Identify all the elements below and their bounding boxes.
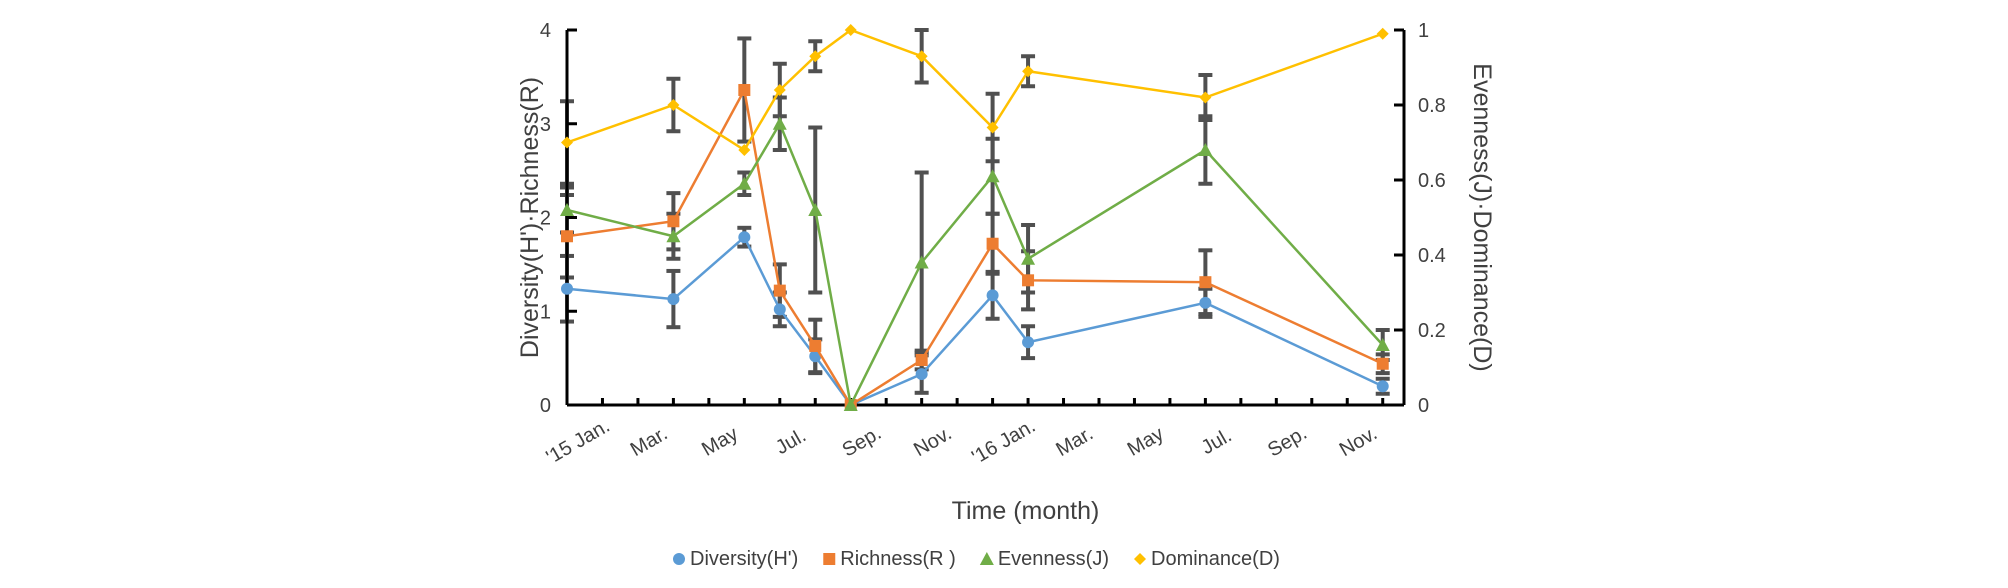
x-axis-tick-label: Jul. xyxy=(772,424,810,459)
left-axis-tick-label: 0 xyxy=(540,395,551,417)
data-point-richness-r xyxy=(915,354,928,366)
x-axis-tick-label: '16 Jan. xyxy=(968,415,1039,469)
data-point-richness-r xyxy=(809,339,822,352)
left-axis-title: Diversity(H')·Richness(R) xyxy=(516,77,544,358)
data-point-richness-r xyxy=(738,84,751,96)
series-line-evenness-j xyxy=(566,120,1384,409)
data-point-diversity-h xyxy=(561,282,573,295)
data-point-diversity-h xyxy=(1376,380,1389,393)
series-line-diversity-h xyxy=(566,235,1384,407)
data-point-richness-r xyxy=(1376,357,1389,370)
data-point-evenness-j xyxy=(560,203,574,216)
data-point-evenness-j xyxy=(666,229,681,243)
right-axis-tick-label: 0.8 xyxy=(1418,95,1446,117)
legend-marker-diversity-h xyxy=(673,553,685,565)
right-axis-title: Evenness(J)·Dominance(D) xyxy=(1468,63,1496,371)
data-point-dominance-d xyxy=(1022,65,1035,78)
data-point-richness-r xyxy=(667,215,680,228)
x-axis-tick-label: '15 Jan. xyxy=(543,415,614,469)
right-axis-tick-label: 0.2 xyxy=(1418,320,1446,342)
data-point-evenness-j xyxy=(1198,143,1213,156)
left-axis-tick-label: 2 xyxy=(540,208,551,230)
legend-item-richness-r: Richness(R ) xyxy=(823,548,956,570)
right-axis-tick-label: 1 xyxy=(1418,20,1429,42)
left-axis-tick-label: 1 xyxy=(540,301,551,323)
right-axis-tick-label: 0 xyxy=(1418,395,1429,417)
x-axis-tick-label: Jul. xyxy=(1198,424,1236,459)
series-layer xyxy=(560,24,1390,411)
data-point-richness-r xyxy=(561,230,573,243)
right-axis-tick-label: 0.4 xyxy=(1418,245,1446,267)
data-point-diversity-h xyxy=(773,303,786,316)
data-point-richness-r xyxy=(986,237,999,250)
legend-label-dominance-d: Dominance(D) xyxy=(1151,548,1280,570)
data-point-dominance-d xyxy=(986,121,999,134)
x-axis-tick-label: May xyxy=(1124,423,1168,461)
data-point-dominance-d xyxy=(773,84,786,96)
data-point-dominance-d xyxy=(809,50,822,63)
data-point-richness-r xyxy=(1199,276,1212,289)
data-point-evenness-j xyxy=(737,176,752,190)
x-axis-tick-label: Nov. xyxy=(910,422,955,461)
data-point-evenness-j xyxy=(843,398,858,411)
series-line-richness-r xyxy=(566,86,1384,407)
data-point-evenness-j xyxy=(914,255,929,269)
data-point-dominance-d xyxy=(738,144,751,156)
data-point-evenness-j xyxy=(1021,251,1036,265)
data-point-evenness-j xyxy=(808,203,823,216)
legend-item-diversity-h: Diversity(H') xyxy=(673,548,798,570)
data-point-diversity-h xyxy=(738,231,751,244)
data-point-evenness-j xyxy=(1375,338,1390,351)
labels-layer: 0 1 2 3 4 0 0.2 0.4 0.6 0.8 1 '15 Jan. Mar. May Jul. Se… xyxy=(516,20,1496,525)
x-axis-tick-label: Nov. xyxy=(1336,422,1381,461)
data-point-diversity-h xyxy=(1022,336,1035,349)
legend-label-diversity-h: Diversity(H') xyxy=(690,548,798,570)
legend-marker-dominance-d xyxy=(1134,553,1146,565)
series-line-dominance-d xyxy=(566,28,1384,152)
errorbar-layer xyxy=(560,28,1390,396)
legend-label-evenness-j: Evenness(J) xyxy=(998,548,1109,570)
x-axis-tick-label: Mar. xyxy=(627,423,672,462)
right-axis-tick-label: 0.6 xyxy=(1418,170,1446,192)
data-point-dominance-d xyxy=(915,50,928,63)
x-axis-tick-label: Mar. xyxy=(1052,423,1097,462)
x-axis-tick-label: May xyxy=(698,423,742,461)
x-axis-tick-label: Sep. xyxy=(1264,422,1311,462)
data-point-diversity-h xyxy=(1199,296,1212,309)
data-point-diversity-h xyxy=(915,368,928,381)
x-axis-tick-label: Sep. xyxy=(839,422,886,462)
data-point-evenness-j xyxy=(772,116,787,130)
legend-item-dominance-d: Dominance(D) xyxy=(1134,548,1280,570)
axes-layer xyxy=(565,28,1406,407)
data-point-diversity-h xyxy=(986,289,999,302)
legend-marker-evenness-j xyxy=(979,552,994,565)
legend-item-evenness-j: Evenness(J) xyxy=(979,548,1109,570)
left-axis-tick-label: 3 xyxy=(540,114,551,136)
data-point-richness-r xyxy=(773,284,786,297)
legend-marker-richness-r xyxy=(823,553,836,565)
data-point-dominance-d xyxy=(1199,91,1212,104)
legend-label-richness-r: Richness(R ) xyxy=(840,548,956,570)
data-point-dominance-d xyxy=(561,136,573,149)
left-axis-tick-label: 4 xyxy=(540,20,551,42)
data-point-diversity-h xyxy=(667,293,680,306)
x-axis-title: Time (month) xyxy=(952,497,1100,525)
data-point-richness-r xyxy=(1022,274,1035,287)
data-point-evenness-j xyxy=(985,169,1000,183)
data-point-dominance-d xyxy=(1376,27,1389,40)
legend: Diversity(H') Richness(R ) Evenness(J) Domi… xyxy=(673,548,1280,570)
data-point-dominance-d xyxy=(844,24,857,36)
data-point-dominance-d xyxy=(667,99,680,111)
